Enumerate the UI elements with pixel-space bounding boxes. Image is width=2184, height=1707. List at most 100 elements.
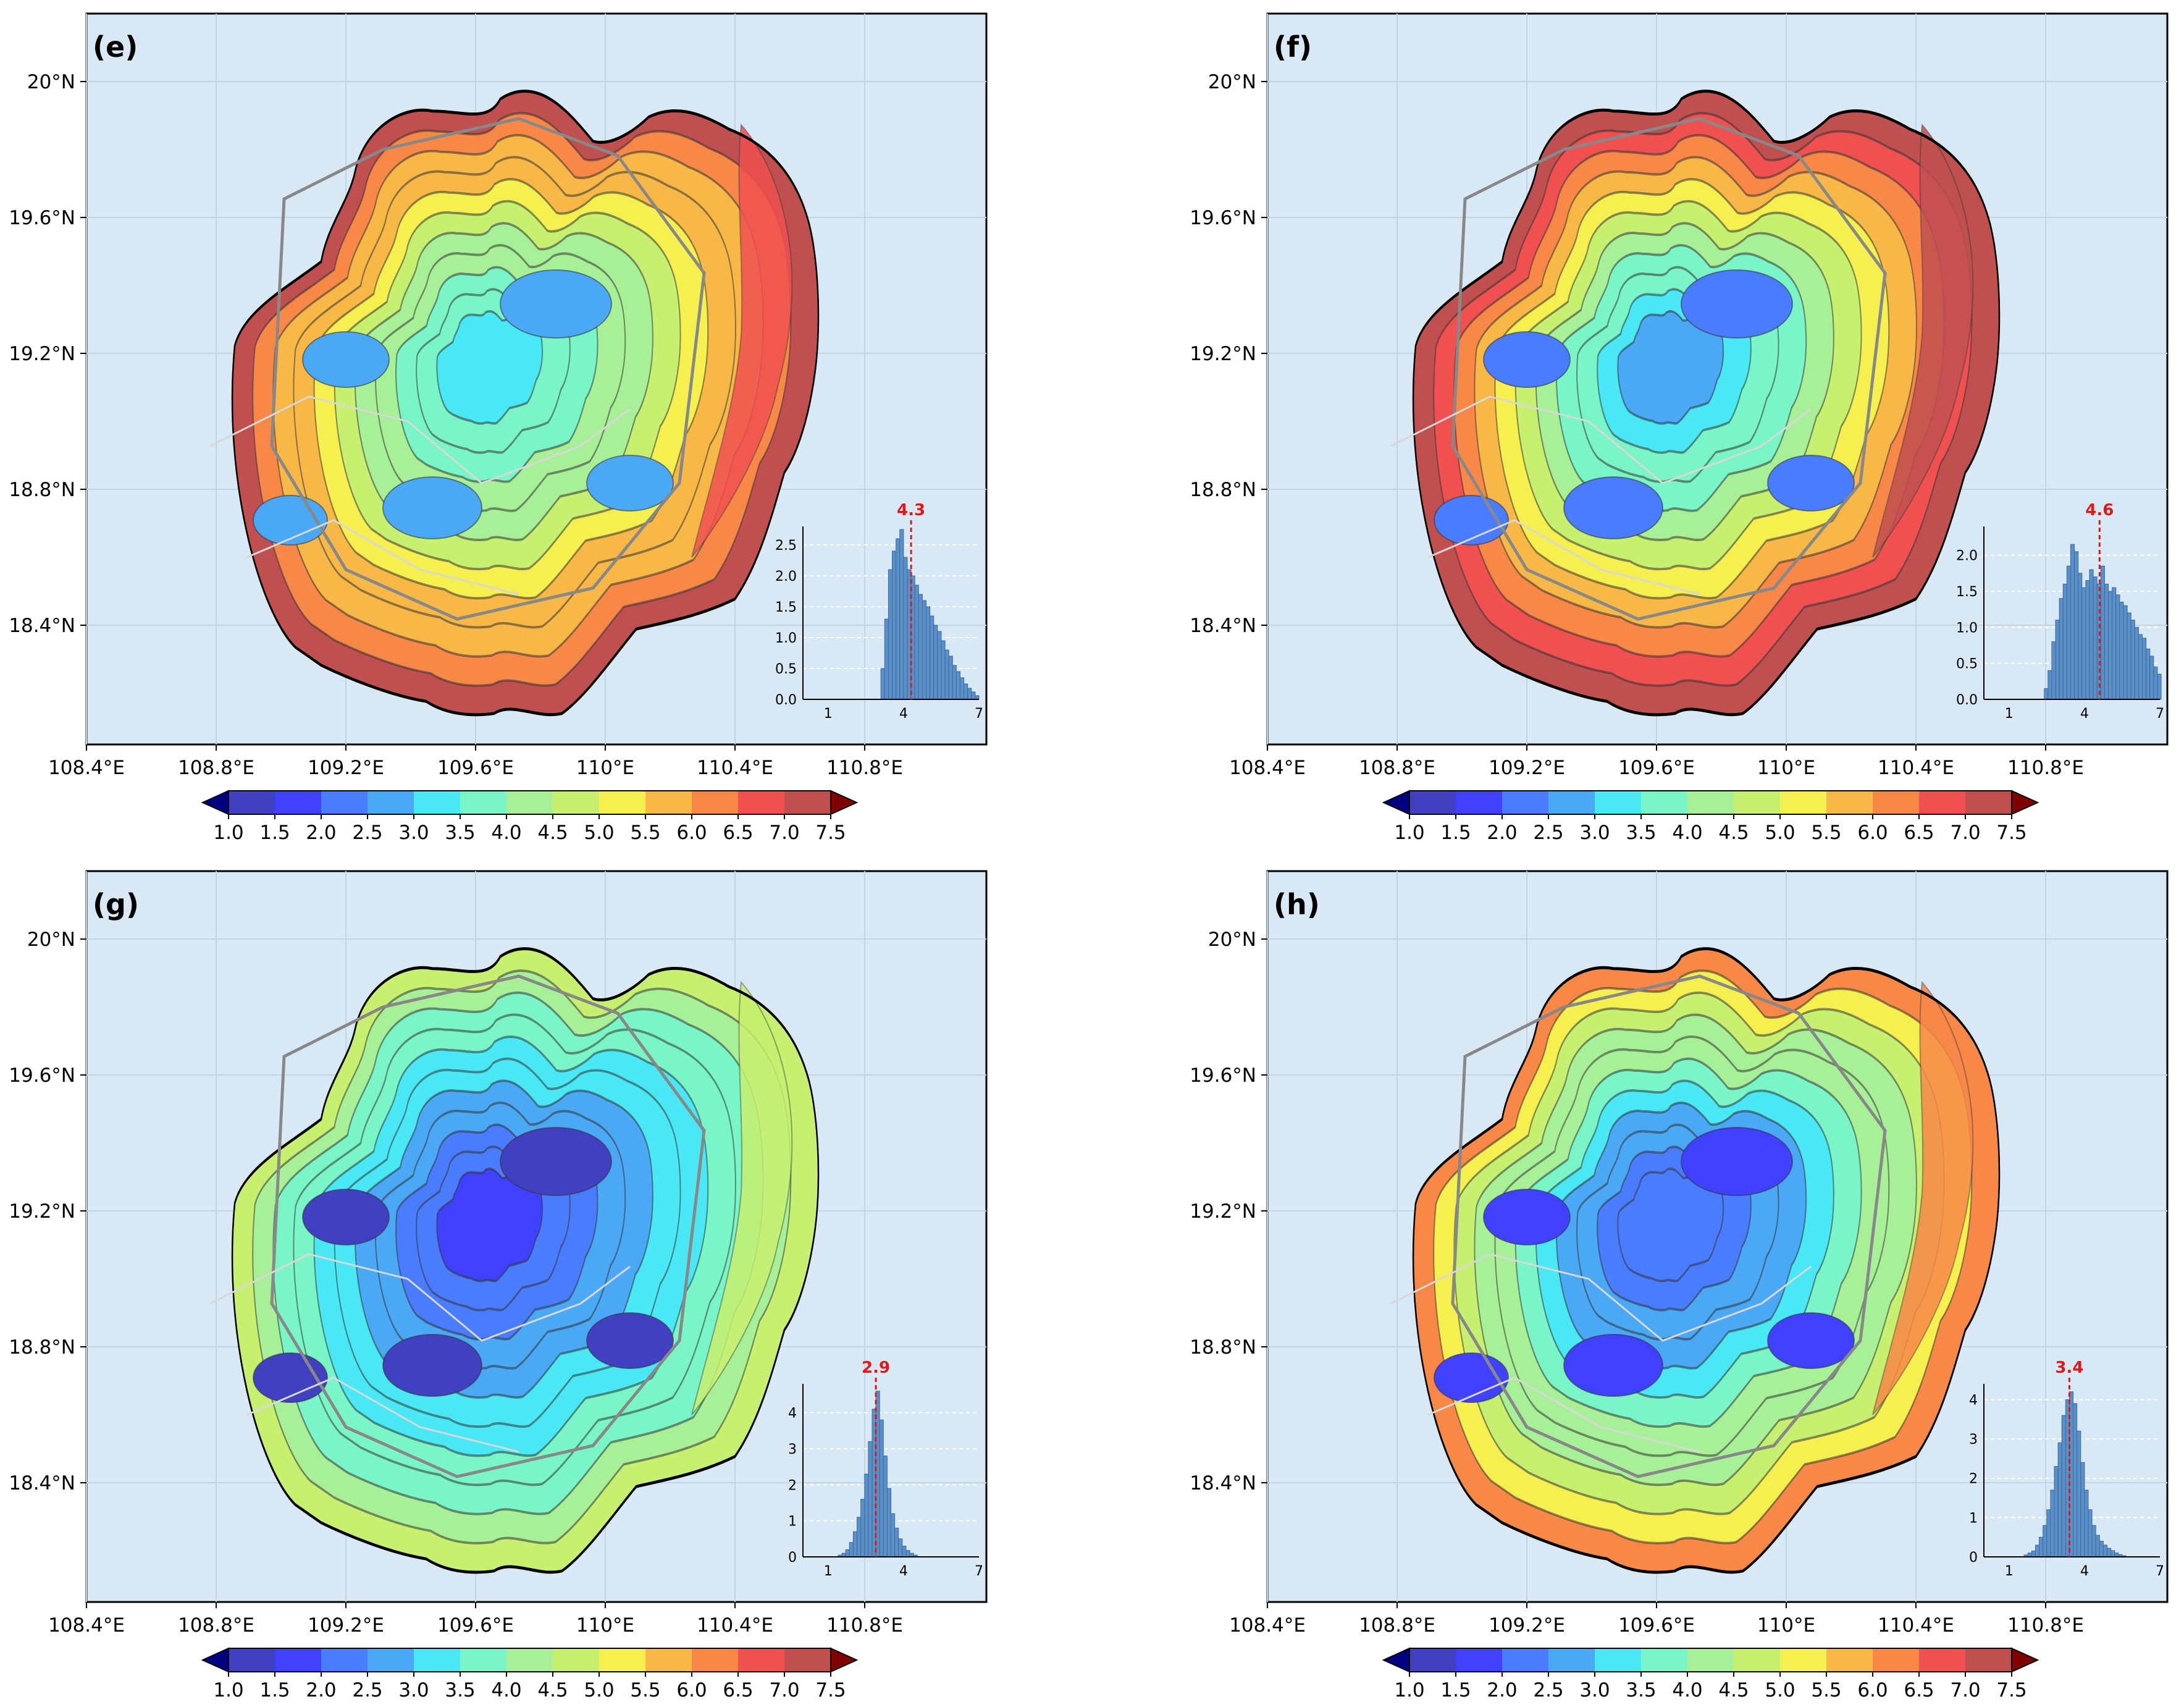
histogram-bar bbox=[2091, 1525, 2096, 1557]
colorbar-label: 4.0 bbox=[1672, 1679, 1702, 1701]
colorbar-segment bbox=[599, 791, 645, 814]
contour-blob bbox=[500, 1127, 612, 1196]
mean-label: 4.6 bbox=[2085, 501, 2114, 520]
county-border-outer bbox=[1451, 974, 1887, 1478]
histogram-bar bbox=[2112, 587, 2117, 700]
y-tick-label: 18.4°N bbox=[9, 1472, 75, 1494]
colorbar-segment bbox=[1502, 1648, 1548, 1672]
colorbar-frame bbox=[1409, 790, 2012, 815]
histogram-bar bbox=[2043, 1525, 2048, 1557]
colorbar-segment bbox=[229, 791, 275, 814]
colorbar-segment bbox=[1502, 791, 1548, 814]
y-tick-label: 19.2°N bbox=[9, 1200, 75, 1223]
colorbar-label: 2.5 bbox=[352, 822, 382, 844]
colorbar-label: 7.0 bbox=[769, 822, 799, 844]
colorbar-segment bbox=[368, 791, 414, 814]
colorbar-label: 1.0 bbox=[213, 822, 243, 844]
histogram-bar bbox=[914, 584, 919, 700]
y-tick-label: 18.8°N bbox=[9, 479, 75, 501]
inset-y-tick: 1.5 bbox=[1956, 584, 1978, 600]
colorbar-extend-low bbox=[201, 790, 229, 816]
colorbar-label: 2.5 bbox=[352, 1679, 382, 1701]
colorbar-label: 3.0 bbox=[1579, 1679, 1610, 1701]
inset-y-tick: 0.0 bbox=[1956, 693, 1978, 708]
inset-x-tick: 7 bbox=[975, 706, 983, 722]
contour-blob bbox=[586, 455, 674, 512]
east-coast-band-shape bbox=[691, 123, 793, 558]
histogram-bar bbox=[2081, 587, 2086, 700]
y-tick-label: 19.6°N bbox=[9, 1064, 75, 1087]
colorbar-label: 7.0 bbox=[1950, 822, 1980, 844]
histogram-bar bbox=[2055, 620, 2060, 700]
x-axis: 108.4°E 108.8°E 109.2°E 109.6°E 110°E 110.4°E… bbox=[48, 744, 903, 779]
county-borders bbox=[209, 947, 820, 1574]
panel-label: (f) bbox=[1274, 30, 1312, 64]
colorbar-extend-high bbox=[830, 790, 859, 816]
histogram-inset: 0 1 2 3 4 1 4 7 3.4 bbox=[1969, 1359, 2164, 1579]
colorbar-segment bbox=[1641, 1648, 1687, 1672]
colorbar-segment bbox=[738, 791, 784, 814]
x-axis: 108.4°E 108.8°E 109.2°E 109.6°E 110°E 110.4°E… bbox=[48, 1602, 903, 1637]
inset-y-tick: 4 bbox=[1969, 1393, 1978, 1408]
histogram-bar bbox=[2134, 626, 2139, 700]
histogram-bar bbox=[2073, 1403, 2078, 1557]
histogram-bar bbox=[902, 1546, 907, 1557]
inset-y-tick: 1.0 bbox=[775, 631, 797, 646]
colorbar-label: 4.0 bbox=[1672, 822, 1702, 844]
colorbar-segment bbox=[1456, 791, 1502, 814]
inset-y-tick: 2.5 bbox=[775, 538, 797, 554]
histogram-bar bbox=[2130, 620, 2135, 700]
inset-y-tick: 1 bbox=[1969, 1511, 1978, 1526]
histogram-bar bbox=[2044, 688, 2049, 700]
contour-blob bbox=[1483, 331, 1571, 388]
contour-blob bbox=[1767, 455, 1855, 512]
histogram-bar bbox=[926, 606, 931, 700]
contour-blob bbox=[1767, 1312, 1855, 1369]
contour-blob bbox=[1483, 1189, 1571, 1245]
histogram-bar bbox=[948, 655, 953, 700]
colorbar-label: 4.0 bbox=[491, 1679, 521, 1701]
inset-y-tick: 3 bbox=[1969, 1432, 1978, 1448]
county-border-inner bbox=[1390, 395, 1812, 484]
histogram-bar bbox=[2157, 673, 2162, 700]
histogram-bar bbox=[905, 1550, 910, 1557]
colorbar-segment bbox=[645, 1648, 692, 1672]
colorbar-segment bbox=[1548, 1648, 1595, 1672]
colorbar-segment bbox=[599, 1648, 645, 1672]
county-border-outer bbox=[270, 117, 706, 621]
colorbar-segment bbox=[1687, 1648, 1734, 1672]
histogram-bar bbox=[892, 550, 897, 700]
x-tick-label: 109.2°E bbox=[1489, 1614, 1565, 1637]
x-tick-label: 109.6°E bbox=[1618, 1614, 1695, 1637]
colorbar-label: 7.5 bbox=[815, 822, 846, 844]
histogram-bar bbox=[899, 529, 904, 700]
histogram-bar bbox=[2054, 1466, 2059, 1557]
contour-blob bbox=[302, 331, 390, 388]
x-tick-label: 109.2°E bbox=[308, 1614, 384, 1637]
x-axis: 108.4°E 108.8°E 109.2°E 109.6°E 110°E 110.4°E… bbox=[1229, 744, 2084, 779]
colorbar-label: 4.0 bbox=[491, 822, 521, 844]
x-tick-label: 110.4°E bbox=[1878, 1614, 1954, 1637]
histogram-bar bbox=[918, 594, 923, 700]
inset-x-tick: 1 bbox=[824, 1564, 833, 1579]
inset-y-tick: 2.0 bbox=[775, 569, 797, 584]
histogram-bar bbox=[971, 691, 976, 700]
colorbar-label: 3.0 bbox=[398, 822, 429, 844]
east-coast-band-shape bbox=[1872, 980, 1974, 1415]
inset-x-tick: 7 bbox=[2156, 1564, 2164, 1579]
histogram-bar bbox=[2108, 591, 2113, 700]
colorbar-label: 5.0 bbox=[1765, 1679, 1795, 1701]
east-coast-band-shape bbox=[691, 980, 793, 1415]
histogram-bar bbox=[2035, 1545, 2040, 1557]
contour-blob bbox=[302, 1189, 390, 1245]
inset-y-tick: 3 bbox=[788, 1442, 797, 1457]
histogram-bar bbox=[2093, 576, 2098, 700]
inset-y-tick: 2.0 bbox=[1956, 549, 1978, 564]
county-border-inner bbox=[1390, 1253, 1812, 1342]
colorbar-extend-low bbox=[1382, 1647, 1410, 1673]
county-border-outer bbox=[1451, 117, 1887, 621]
panel-label: (e) bbox=[93, 30, 138, 64]
heatmap-field bbox=[1413, 947, 2000, 1574]
histogram-bar bbox=[2048, 670, 2052, 700]
